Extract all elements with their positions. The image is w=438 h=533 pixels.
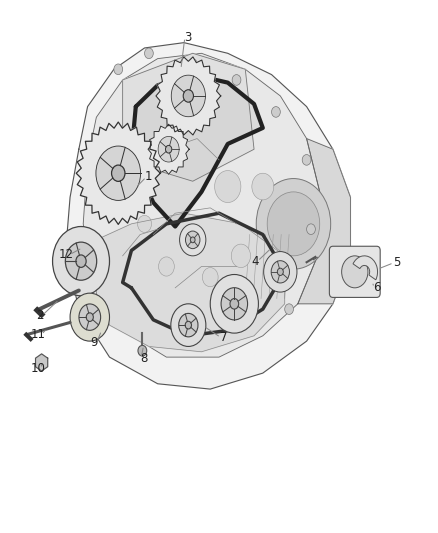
- Text: 12: 12: [59, 248, 74, 261]
- Circle shape: [221, 288, 247, 320]
- Circle shape: [231, 244, 251, 268]
- Text: 10: 10: [31, 362, 46, 375]
- Circle shape: [215, 171, 241, 203]
- Circle shape: [307, 224, 315, 235]
- Circle shape: [264, 252, 297, 292]
- Circle shape: [138, 345, 147, 356]
- Polygon shape: [35, 354, 48, 371]
- Circle shape: [53, 227, 110, 296]
- Circle shape: [210, 274, 258, 333]
- Circle shape: [252, 173, 274, 200]
- Polygon shape: [123, 53, 254, 181]
- Polygon shape: [148, 124, 189, 174]
- Circle shape: [96, 146, 141, 200]
- Circle shape: [70, 293, 110, 341]
- Circle shape: [183, 90, 194, 102]
- Text: 1: 1: [145, 171, 153, 183]
- Circle shape: [171, 304, 206, 346]
- Text: 2: 2: [35, 309, 43, 322]
- Polygon shape: [83, 53, 320, 357]
- Polygon shape: [131, 75, 263, 227]
- Text: 9: 9: [90, 336, 98, 349]
- Circle shape: [186, 231, 200, 248]
- Circle shape: [179, 313, 198, 337]
- Circle shape: [271, 261, 290, 283]
- Text: 5: 5: [393, 256, 400, 269]
- Polygon shape: [298, 139, 350, 304]
- Text: 3: 3: [184, 31, 191, 44]
- Text: 6: 6: [373, 281, 381, 294]
- Circle shape: [138, 215, 152, 232]
- Circle shape: [202, 268, 218, 287]
- Circle shape: [171, 75, 205, 117]
- Circle shape: [180, 224, 206, 256]
- Circle shape: [158, 136, 179, 162]
- Polygon shape: [96, 213, 285, 352]
- Circle shape: [342, 256, 368, 288]
- Text: 11: 11: [31, 328, 46, 341]
- Polygon shape: [66, 43, 350, 389]
- Circle shape: [65, 242, 97, 280]
- Polygon shape: [156, 57, 221, 135]
- Circle shape: [191, 237, 195, 243]
- Text: 7: 7: [219, 331, 227, 344]
- Circle shape: [230, 298, 239, 309]
- Circle shape: [79, 304, 101, 330]
- Circle shape: [188, 59, 197, 69]
- Circle shape: [302, 155, 311, 165]
- Text: 8: 8: [140, 352, 147, 365]
- Text: 4: 4: [251, 255, 259, 268]
- Circle shape: [76, 255, 86, 268]
- Circle shape: [267, 192, 320, 256]
- Circle shape: [256, 179, 331, 269]
- Circle shape: [159, 257, 174, 276]
- Circle shape: [114, 64, 123, 75]
- Circle shape: [166, 146, 172, 153]
- Circle shape: [145, 48, 153, 59]
- Circle shape: [86, 313, 93, 321]
- Circle shape: [272, 107, 280, 117]
- Circle shape: [277, 268, 283, 276]
- Wedge shape: [353, 256, 378, 280]
- FancyBboxPatch shape: [329, 246, 380, 297]
- Circle shape: [232, 75, 241, 85]
- Polygon shape: [76, 122, 160, 224]
- Circle shape: [185, 321, 191, 329]
- Circle shape: [285, 304, 293, 314]
- Circle shape: [112, 165, 125, 181]
